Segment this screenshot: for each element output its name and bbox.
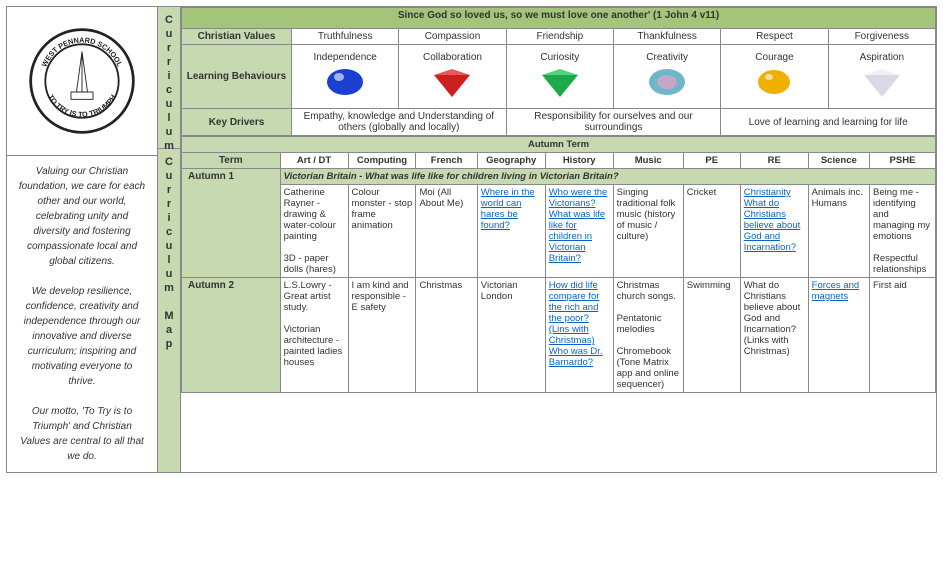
a1-geo-link[interactable]: Where in the world can hares be found? (481, 187, 535, 231)
a2-geography: Victorian London (477, 278, 545, 393)
a1-re: Christianity What do Christians believe … (740, 185, 808, 278)
christian-values-label: Christian Values (182, 29, 292, 45)
logo-svg: WEST PENNARD SCHOOL TO TRY IS TO TRIUMPH (27, 26, 137, 136)
subj-computing: Computing (348, 153, 416, 169)
a2-art: L.S.Lowry - Great artist study. Victoria… (280, 278, 348, 393)
a1-music: Singing traditional folk music (history … (613, 185, 683, 278)
a1-hist-link[interactable]: Who were the Victorians? What was life l… (549, 187, 608, 264)
behaviour-curiosity: Curiosity (506, 45, 613, 109)
learning-behaviours-label: Learning Behaviours (182, 45, 292, 109)
a2-music: Christmas church songs. Pentatonic melod… (613, 278, 683, 393)
behaviour-independence: Independence (292, 45, 399, 109)
a2-pshe: First aid (869, 278, 935, 393)
value-friendship: Friendship (506, 29, 613, 45)
a2-computing: I am kind and responsible - E safety (348, 278, 416, 393)
driver-love-learning: Love of learning and learning for life (721, 109, 936, 136)
main-content: Since God so loved us, so we must love o… (181, 7, 936, 472)
subj-history: History (545, 153, 613, 169)
page-root: WEST PENNARD SCHOOL TO TRY IS TO TRIUMPH… (6, 6, 937, 473)
autumn-term-header: Autumn Term (182, 137, 936, 153)
behaviour-creativity: Creativity (613, 45, 720, 109)
term-label: Term (182, 153, 281, 169)
a1-french: Moi (All About Me) (416, 185, 477, 278)
a2-re: What do Christians believe about God and… (740, 278, 808, 393)
a2-hist-link[interactable]: How did life compare for the rich and th… (549, 280, 603, 368)
a1-computing: Colour monster - stop frame animation (348, 185, 416, 278)
subj-re: RE (740, 153, 808, 169)
value-respect: Respect (721, 29, 828, 45)
side-label-column: Curriculum Curriculum Map (158, 7, 181, 472)
a1-pe: Cricket (683, 185, 740, 278)
header-quote: Since God so loved us, so we must love o… (182, 8, 936, 29)
mission-p3: Our motto, 'To Try is to Triumph' and Ch… (17, 404, 147, 464)
subj-science: Science (808, 153, 869, 169)
a2-sci-link[interactable]: Forces and magnets (812, 280, 860, 302)
value-truthfulness: Truthfulness (292, 29, 399, 45)
left-column: WEST PENNARD SCHOOL TO TRY IS TO TRIUMPH… (7, 7, 158, 472)
side-label-curriculum: Curriculum (158, 7, 180, 149)
a1-history: Who were the Victorians? What was life l… (545, 185, 613, 278)
key-drivers-label: Key Drivers (182, 109, 292, 136)
subj-geography: Geography (477, 153, 545, 169)
a1-art: Catherine Rayner - drawing & water-colou… (280, 185, 348, 278)
a1-geography: Where in the world can hares be found? (477, 185, 545, 278)
mission-statement: Valuing our Christian foundation, we car… (7, 156, 157, 472)
a2-french: Christmas (416, 278, 477, 393)
behaviour-courage: Courage (721, 45, 828, 109)
side-label-curriculum-map: Curriculum Map (158, 149, 180, 472)
mission-p2: We develop resilience, confidence, creat… (17, 284, 147, 389)
subj-pshe: PSHE (869, 153, 935, 169)
value-thankfulness: Thankfulness (613, 29, 720, 45)
a2-history: How did life compare for the rich and th… (545, 278, 613, 393)
values-table: Since God so loved us, so we must love o… (181, 7, 936, 136)
autumn1-label: Autumn 1 (182, 169, 281, 278)
value-forgiveness: Forgiveness (828, 29, 935, 45)
school-logo: WEST PENNARD SCHOOL TO TRY IS TO TRIUMPH (7, 7, 157, 156)
subj-french: French (416, 153, 477, 169)
subj-art: Art / DT (280, 153, 348, 169)
driver-empathy: Empathy, knowledge and Understanding of … (292, 109, 507, 136)
behaviour-collaboration: Collaboration (399, 45, 506, 109)
autumn2-label: Autumn 2 (182, 278, 281, 393)
a1-science: Animals inc. Humans (808, 185, 869, 278)
a2-pe: Swimming (683, 278, 740, 393)
subj-music: Music (613, 153, 683, 169)
subj-pe: PE (683, 153, 740, 169)
behaviour-aspiration: Aspiration (828, 45, 935, 109)
mission-p1: Valuing our Christian foundation, we car… (17, 164, 147, 269)
autumn1-enquiry: Victorian Britain - What was life like f… (280, 169, 935, 185)
value-compassion: Compassion (399, 29, 506, 45)
a2-science: Forces and magnets (808, 278, 869, 393)
a1-pshe: Being me - identifying and managing my e… (869, 185, 935, 278)
driver-responsibility: Responsibility for ourselves and our sur… (506, 109, 721, 136)
curriculum-map-table: Autumn Term Term Art / DT Computing Fren… (181, 136, 936, 393)
a1-re-link[interactable]: Christianity What do Christians believe … (744, 187, 801, 253)
